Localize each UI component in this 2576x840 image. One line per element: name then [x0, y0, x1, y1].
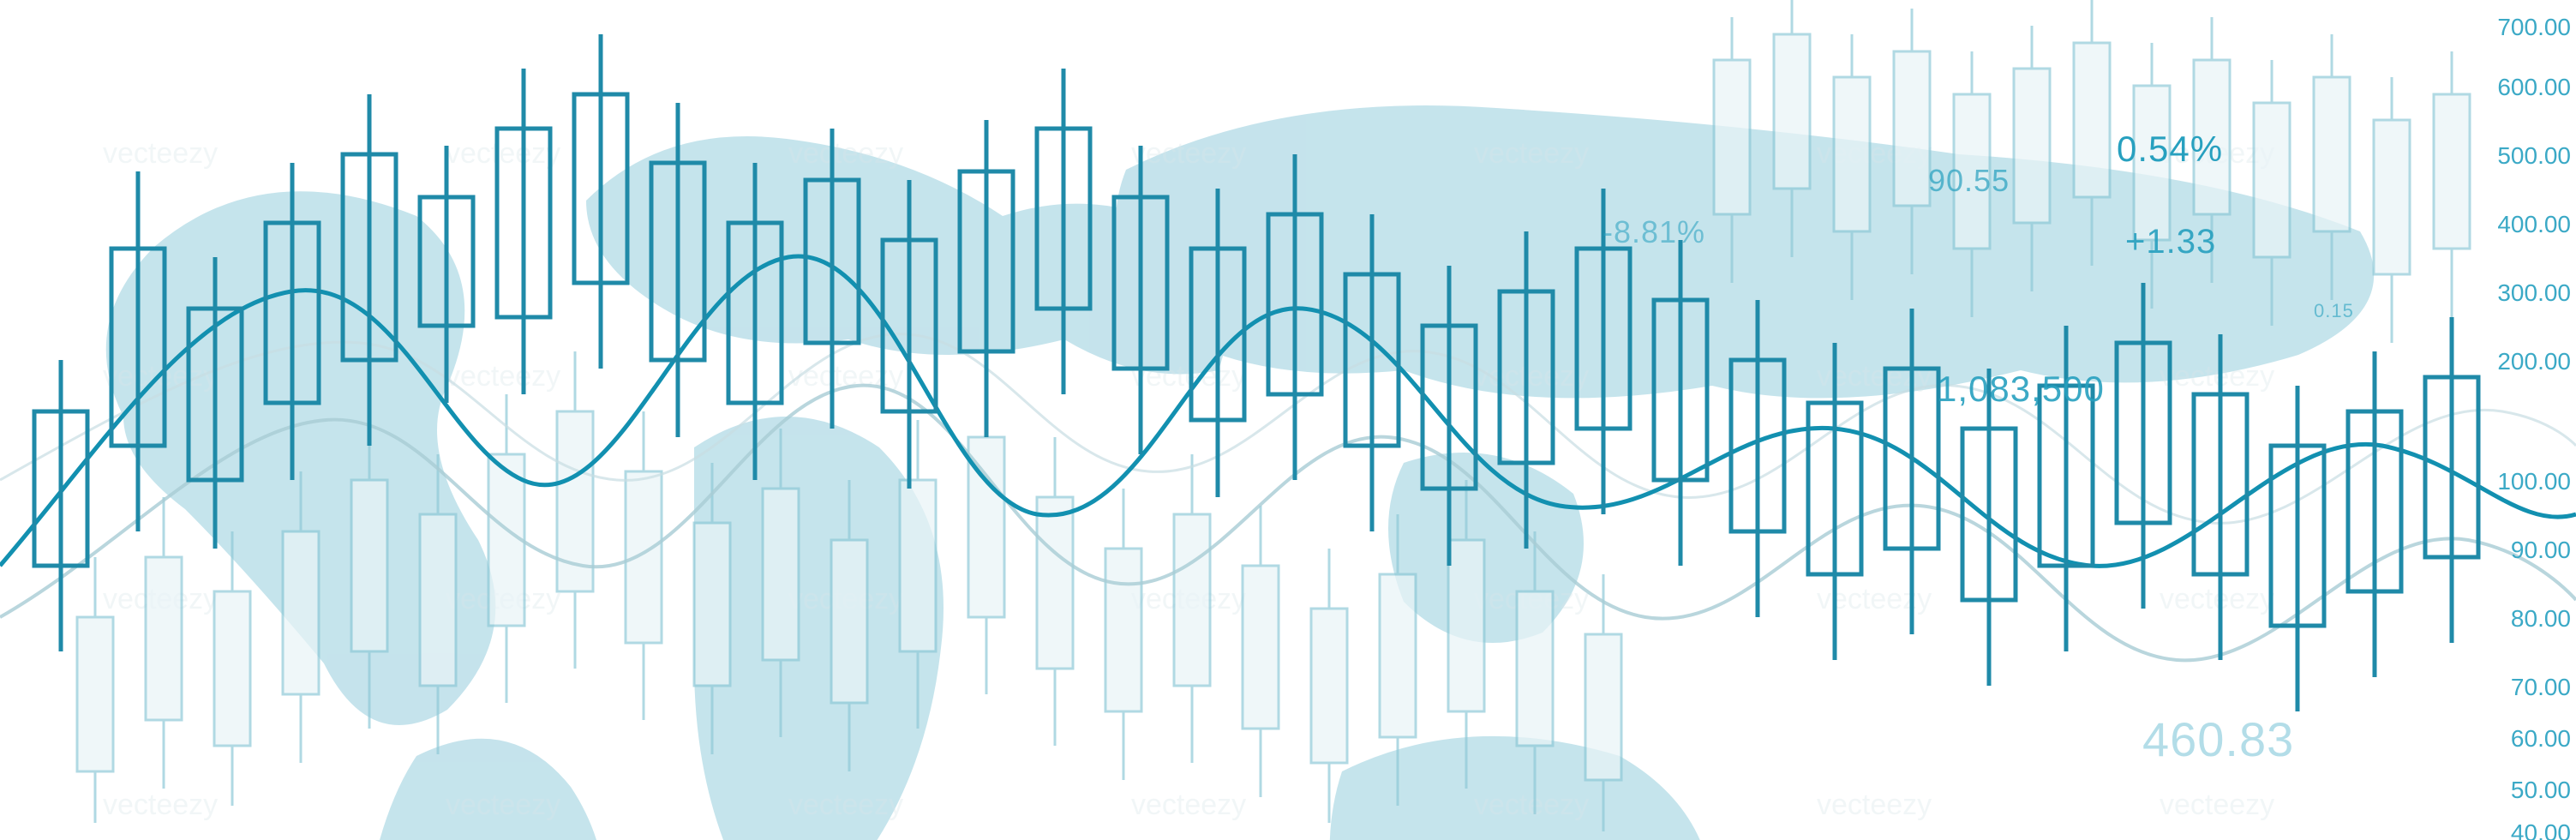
y-axis-tick-label: 60.00: [2459, 725, 2571, 753]
y-axis-tick-label: 400.00: [2459, 211, 2571, 238]
stat-value: 90.55: [1928, 163, 2010, 199]
stat-value: 0.15: [2314, 300, 2354, 322]
y-axis-tick-label: 200.00: [2459, 348, 2571, 375]
stat-value: +1.33: [2125, 223, 2216, 261]
y-axis-tick-label: 50.00: [2459, 777, 2571, 804]
y-axis-tick-label: 40.00: [2459, 819, 2571, 840]
financial-chart-stage: vecteezyvecteezyvecteezyvecteezyvecteezy…: [0, 0, 2576, 840]
stat-value: 1,083,500: [1937, 369, 2105, 410]
stat-value: 460.83: [2142, 711, 2294, 767]
y-axis-tick-label: 80.00: [2459, 605, 2571, 633]
stat-value: 0.54%: [2117, 129, 2223, 170]
stat-value: -8.81%: [1603, 214, 1705, 250]
y-axis-tick-label: 70.00: [2459, 674, 2571, 701]
y-axis-tick-label: 600.00: [2459, 74, 2571, 101]
y-axis-tick-label: 100.00: [2459, 468, 2571, 495]
y-axis-tick-label: 700.00: [2459, 14, 2571, 41]
y-axis-tick-label: 500.00: [2459, 142, 2571, 170]
y-axis-tick-label: 300.00: [2459, 279, 2571, 307]
y-axis-tick-label: 90.00: [2459, 537, 2571, 564]
